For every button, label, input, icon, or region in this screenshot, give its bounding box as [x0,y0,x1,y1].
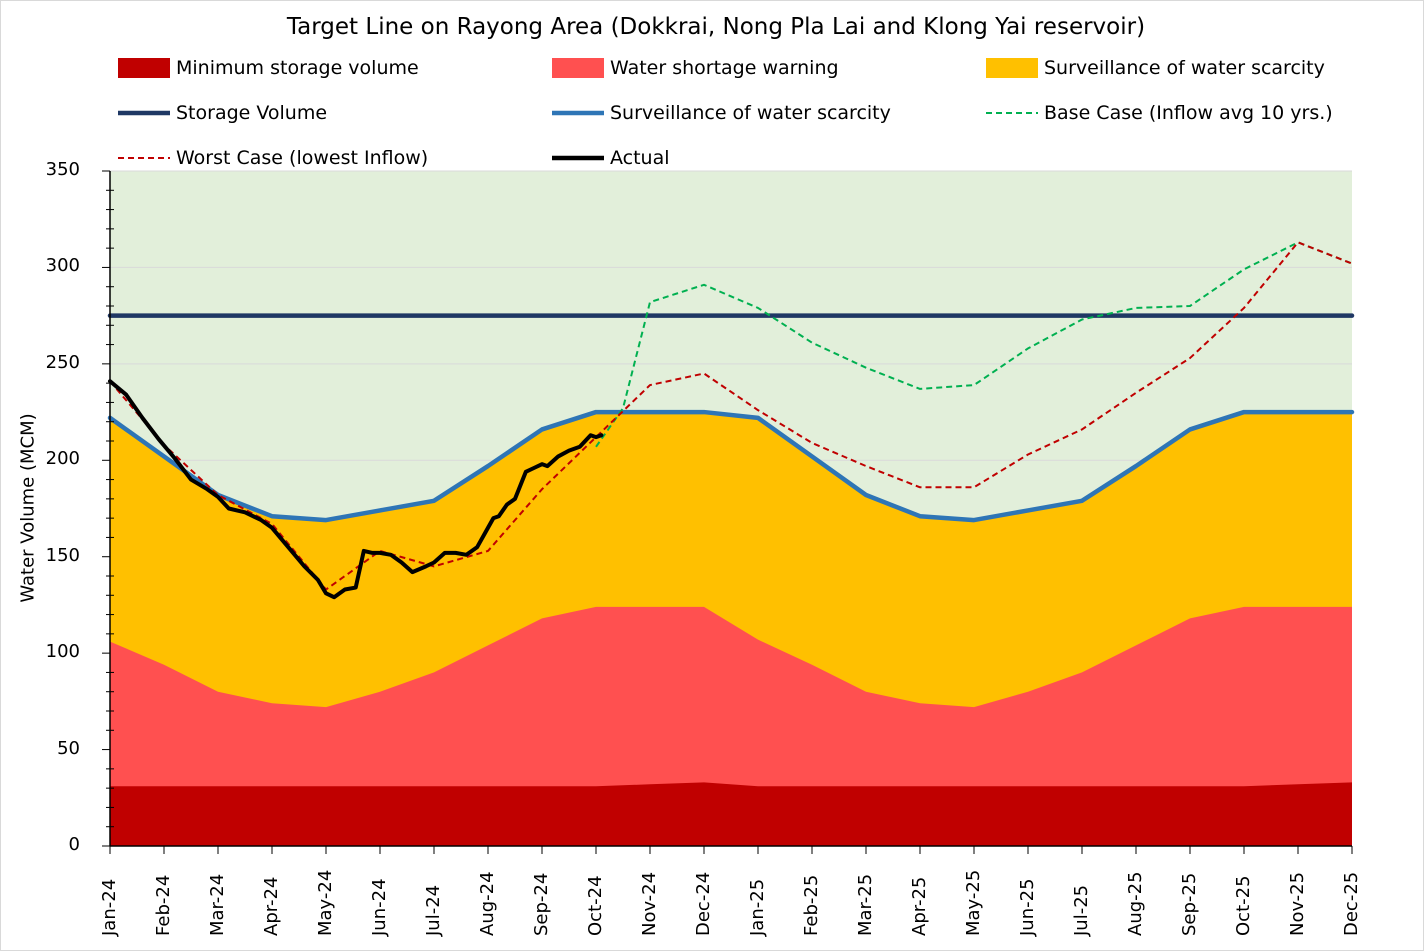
x-tick-label: Jul-25 [1071,884,1092,936]
x-tick-label: Apr-25 [909,876,930,936]
legend-label: Minimum storage volume [176,57,419,79]
legend-label: Actual [610,147,670,169]
legend-label: Worst Case (lowest Inflow) [176,147,429,169]
legend-swatch [552,58,604,78]
x-tick-label: Aug-24 [477,871,498,936]
legend-swatch [552,148,604,168]
x-tick-label: Oct-24 [585,875,606,936]
legend-swatch [986,58,1038,78]
legend-swatch [986,103,1038,123]
x-tick-label: Jun-25 [1017,878,1038,936]
x-tick-label: Oct-25 [1233,875,1254,936]
y-tick-label: 200 [45,448,80,470]
x-tick-label: May-25 [963,869,984,936]
y-tick-label: 100 [45,641,80,663]
area-minimum-storage-volume [110,782,1352,846]
x-tick-label: Mar-24 [207,873,228,936]
series-line-worst-case-lowest-inflow-3 [109,241,1353,591]
x-tick-label: Aug-25 [1125,871,1146,936]
legend-item-water-shortage-warning: Water shortage warning [552,55,839,81]
y-tick-label: 300 [45,255,80,277]
y-axis-title: Water Volume (MCM) [17,413,39,603]
chart-title: Target Line on Rayong Area (Dokkrai, Non… [286,14,1146,40]
legend-label: Surveillance of water scarcity [1044,57,1325,79]
x-tick-label: Dec-24 [693,871,714,936]
legend-item-surveillance-of-water-scarcity: Surveillance of water scarcity [552,100,891,126]
x-tick-label: Nov-25 [1287,871,1308,936]
x-tick-label: May-24 [315,869,336,936]
x-tick-label: Jun-24 [369,878,390,936]
x-tick-label: Sep-25 [1179,872,1200,936]
x-tick-label: Jul-24 [423,884,444,936]
legend-label: Surveillance of water scarcity [610,102,891,124]
x-tick-label: Feb-25 [801,874,822,936]
series-line-surveillance-of-water-scarcity-1 [107,409,1355,523]
y-tick-label: 50 [57,737,80,759]
x-tick-label: Jan-24 [99,878,120,936]
legend-swatch [552,103,604,123]
legend-item-actual: Actual [552,145,670,171]
legend-item-surveillance-of-water-scarcity: Surveillance of water scarcity [986,55,1325,81]
y-tick-label: 150 [45,544,80,566]
legend-swatch [118,58,170,78]
legend-label: Base Case (Inflow avg 10 yrs.) [1044,102,1333,124]
y-tick-label: 350 [45,159,80,180]
series-line-base-case-inflow-avg-10-yrs-2 [595,241,1353,448]
x-tick-label: Apr-24 [261,876,282,936]
legend-item-storage-volume: Storage Volume [118,100,327,126]
series-line-actual-4 [108,379,604,600]
x-tick-label: Mar-25 [855,873,876,936]
x-tick-label: Nov-24 [639,871,660,936]
y-tick-label: 0 [68,834,80,855]
x-tick-label: Feb-24 [153,874,174,936]
x-tick-label: Dec-25 [1341,871,1362,936]
x-tick-label: Sep-24 [531,872,552,936]
legend-swatch [118,103,170,123]
legend-item-worst-case-lowest-inflow: Worst Case (lowest Inflow) [118,145,428,171]
legend-item-minimum-storage-volume: Minimum storage volume [118,55,419,81]
y-tick-label: 250 [45,351,80,373]
legend-item-base-case-inflow-avg-10-yrs: Base Case (Inflow avg 10 yrs.) [986,100,1333,126]
legend-swatch [118,148,170,168]
legend-label: Water shortage warning [610,57,839,79]
x-tick-label: Jan-25 [747,878,768,936]
legend-label: Storage Volume [176,102,328,124]
